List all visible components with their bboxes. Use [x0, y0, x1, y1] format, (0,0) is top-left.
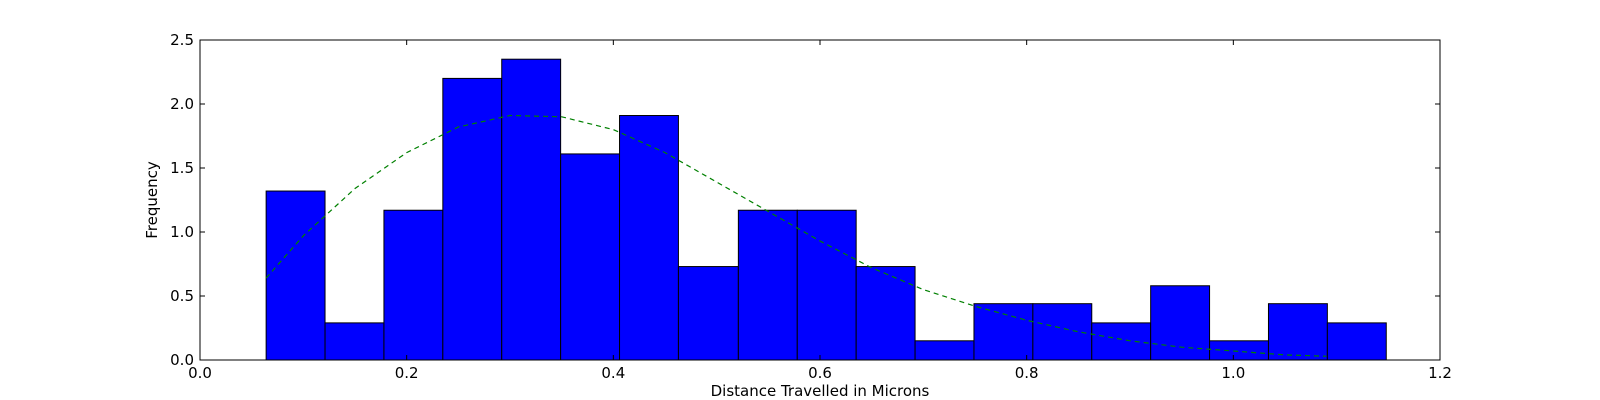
histogram-bar-10 — [796, 209, 857, 361]
x-tick-label: 1.0 — [1221, 364, 1245, 382]
histogram-bar-7 — [619, 115, 679, 361]
histogram-bar-9 — [737, 209, 798, 361]
histogram-bar-13 — [973, 303, 1034, 361]
histogram-bar-19 — [1326, 322, 1387, 361]
histogram-bar-8 — [677, 266, 739, 361]
y-tick-label: 0.5 — [170, 287, 194, 305]
x-tick-label: 1.2 — [1428, 364, 1452, 382]
y-tick-label: 2.0 — [170, 95, 194, 113]
axis-ticks: 0.0 0.2 0.4 0.6 0.8 1.0 1.2 0.0 0.5 1.0 1.5 2.0 2.5 — [170, 31, 1452, 382]
histogram-bar-15 — [1091, 322, 1152, 361]
y-tick-label: 2.5 — [170, 31, 194, 49]
histogram-bar-2 — [324, 322, 385, 361]
y-axis-title: Frequency — [143, 161, 161, 239]
histogram-bar-6 — [560, 153, 621, 361]
y-tick-label: 1.5 — [170, 159, 194, 177]
histogram-bar-18 — [1267, 303, 1328, 361]
x-axis-title: Distance Travelled in Microns — [711, 382, 930, 400]
x-tick-label: 0.8 — [1015, 364, 1039, 382]
histogram-bars — [265, 58, 1387, 361]
x-tick-label: 0.6 — [808, 364, 832, 382]
x-tick-label: 0.0 — [188, 364, 212, 382]
y-tick-label: 0.0 — [170, 351, 194, 369]
x-tick-label: 0.2 — [395, 364, 419, 382]
histogram-bar-4 — [442, 77, 503, 361]
histogram-bar-12 — [914, 340, 975, 361]
histogram-bar-11 — [855, 266, 916, 361]
histogram-bar-3 — [383, 209, 444, 361]
fit-curve — [265, 114, 1327, 357]
x-tick-label: 0.4 — [601, 364, 625, 382]
histogram-bar-5 — [501, 58, 562, 361]
histogram-bar-16 — [1150, 285, 1211, 361]
y-tick-label: 1.0 — [170, 223, 194, 241]
histogram-bar-1 — [265, 190, 326, 361]
histogram-bar-14 — [1032, 303, 1093, 361]
